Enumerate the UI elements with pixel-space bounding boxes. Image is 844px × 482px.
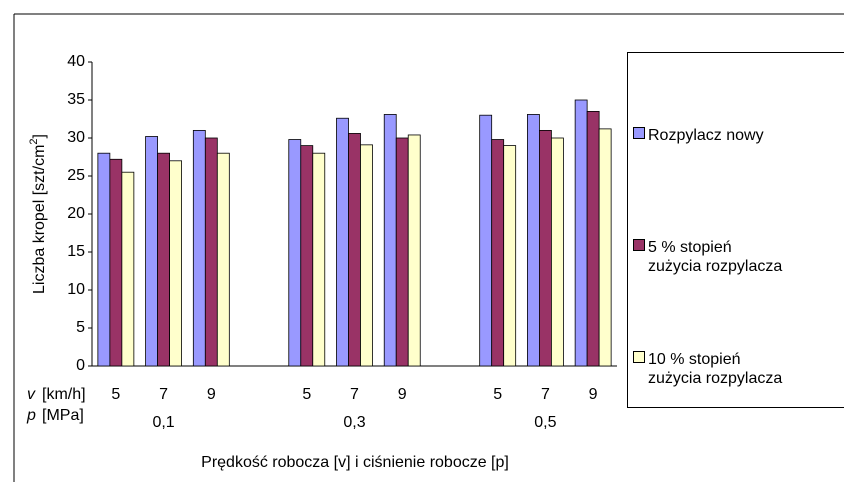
x-tick-label: 9	[589, 386, 598, 403]
row-symbol: p	[26, 407, 36, 424]
y-tick-label: 5	[76, 319, 85, 336]
x-tick-label: 9	[207, 386, 216, 403]
y-tick-label: 25	[67, 167, 85, 184]
bar	[360, 144, 373, 367]
bar	[312, 152, 326, 367]
bar	[109, 158, 123, 367]
legend-entry: 5 % stopień zużycia rozpylacza	[633, 238, 844, 276]
bar	[216, 152, 230, 367]
bar	[574, 99, 588, 367]
y-tick-label: 10	[67, 281, 85, 298]
x-axis-title: Prędkość robocza [v] i ciśnienie robocze…	[201, 454, 509, 471]
row-unit: [km/h]	[42, 386, 86, 403]
bar	[300, 145, 314, 367]
bar	[551, 137, 564, 367]
pressure-label: 0,1	[152, 414, 174, 431]
legend-swatch	[633, 239, 645, 251]
bar	[407, 134, 421, 367]
legend-swatch	[633, 127, 645, 139]
bar	[145, 136, 158, 367]
y-tick-label: 20	[67, 205, 85, 222]
bar	[539, 129, 552, 367]
x-tick-label: 9	[398, 386, 407, 403]
x-tick-label: 5	[493, 386, 502, 403]
y-tick-label: 40	[67, 53, 85, 70]
y-tick-label: 15	[67, 243, 85, 260]
legend-label: 10 % stopień zużycia rozpylacza	[648, 351, 783, 387]
bar	[395, 137, 409, 367]
bar	[479, 114, 493, 367]
legend: Rozpylacz nowy 5 % stopień zużycia rozpyl…	[627, 52, 844, 408]
bar	[348, 133, 361, 367]
x-tick-label: 5	[111, 386, 120, 403]
pressure-label: 0,3	[343, 414, 365, 431]
y-tick-label: 30	[67, 129, 85, 146]
bar	[121, 171, 135, 367]
pressure-label: 0,5	[534, 414, 556, 431]
bar	[157, 152, 170, 367]
bar	[192, 129, 206, 367]
y-tick-label: 35	[67, 91, 85, 108]
legend-entry: Rozpylacz nowy	[633, 126, 844, 145]
x-tick-label: 7	[541, 386, 550, 403]
x-tick-label: 7	[350, 386, 359, 403]
bar	[169, 160, 182, 367]
bar	[527, 114, 540, 367]
bar	[586, 111, 600, 367]
bar	[204, 137, 218, 367]
x-tick-label: 5	[302, 386, 311, 403]
bar	[97, 152, 111, 367]
y-tick-label: 0	[76, 357, 85, 374]
y-axis-title: Liczba kropel [szt/cm2]	[28, 134, 48, 294]
legend-label: 5 % stopień zużycia rozpylacza	[648, 239, 783, 275]
bar	[383, 114, 397, 367]
x-tick-label: 7	[159, 386, 168, 403]
bar	[491, 139, 505, 367]
row-symbol: v	[27, 386, 36, 403]
legend-swatch	[633, 351, 645, 363]
bar	[336, 117, 349, 367]
bar	[288, 139, 302, 367]
legend-label: Rozpylacz nowy	[648, 127, 764, 144]
row-unit: [MPa]	[42, 407, 84, 424]
bar	[598, 128, 612, 367]
bar	[503, 145, 517, 367]
legend-entry: 10 % stopień zużycia rozpylacza	[633, 350, 844, 388]
